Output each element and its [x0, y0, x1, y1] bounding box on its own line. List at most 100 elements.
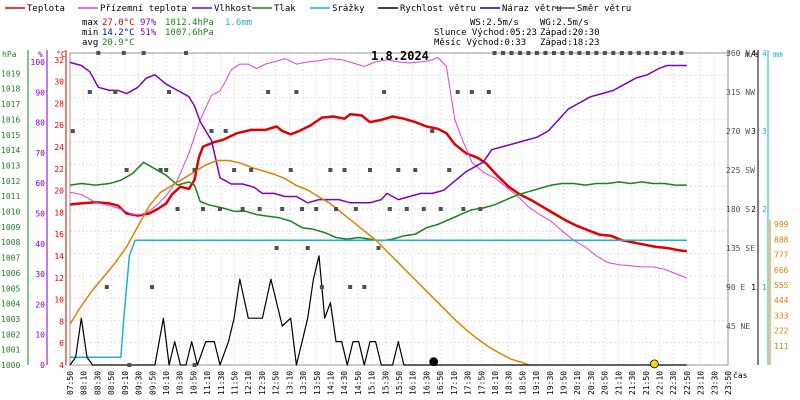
dir-tick-label: 360 N	[726, 49, 750, 58]
x-tick: 21:30	[628, 371, 637, 395]
sunset-marker	[649, 359, 659, 369]
x-tick: 08:50	[107, 371, 116, 395]
x-tick: 20:50	[601, 371, 610, 395]
legend-item: Rychlost větru	[400, 4, 476, 14]
wind-direction-point	[353, 207, 358, 211]
x-tick-label: 11:10	[203, 371, 212, 395]
x-tick: 17:50	[477, 371, 486, 395]
series-p-zemn-teplota	[69, 57, 688, 279]
pct-tick-label: 10	[35, 331, 45, 340]
temp-tick-label: 4	[59, 361, 64, 370]
solar-tick-label: 333	[774, 311, 789, 320]
wind-direction-point	[367, 168, 372, 172]
x-tick: 17:10	[450, 371, 459, 395]
pct-tick-label: 20	[35, 300, 45, 309]
x-tick-label: 18:10	[491, 371, 500, 395]
stat-min-temp: 14.2°C	[102, 28, 135, 38]
hpa-axis-label: hPa	[2, 50, 17, 59]
temp-tick-label: 26	[54, 121, 64, 130]
wind-direction-point	[628, 51, 633, 55]
x-tick: 15:50	[395, 371, 404, 395]
wind-direction-point	[517, 51, 522, 55]
mm-tick-label: 4	[762, 49, 767, 58]
wind-direction-point	[334, 207, 339, 211]
solar-tick-label: 222	[774, 327, 789, 336]
dir-tick-label: 225 SW	[726, 166, 755, 175]
series-layer	[69, 51, 688, 369]
stat-max-rain: 1.6mm	[225, 18, 252, 28]
x-tick-label: 13:50	[313, 371, 322, 395]
x-tick: 11:30	[217, 371, 226, 395]
hpa-tick-label: 1006	[1, 269, 20, 278]
x-tick: 20:30	[587, 371, 596, 395]
wind-direction-point	[121, 51, 126, 55]
x-tick-label: 19:50	[560, 371, 569, 395]
wind-direction-point	[636, 51, 641, 55]
wind-direction-point	[670, 51, 675, 55]
temp-tick-label: 16	[54, 230, 64, 239]
x-tick-label: 18:30	[505, 371, 514, 395]
stat-moon-set: Západ:18:23	[540, 38, 600, 48]
x-tick-label: 15:50	[395, 371, 404, 395]
wind-direction-point	[421, 207, 426, 211]
wind-direction-point	[266, 90, 271, 94]
wind-direction-point	[382, 90, 387, 94]
wind-direction-point	[150, 285, 155, 289]
series-solar	[69, 159, 529, 366]
pct-tick-label: 40	[35, 240, 45, 249]
hpa-tick-label: 1008	[1, 238, 20, 247]
series-teplota	[69, 113, 688, 253]
x-tick: 08:10	[80, 371, 89, 395]
wind-direction-point	[577, 51, 582, 55]
stats: max 27.0°C 97% 1012.4hPa 1.6mm min 14.2°C 51% 10…	[82, 18, 600, 48]
wind-direction-point	[70, 129, 75, 133]
x-tick: 18:50	[518, 371, 527, 395]
solar-tick-label: 888	[774, 235, 789, 244]
solar-tick-label: 444	[774, 296, 789, 305]
x-tick: 23:30	[710, 371, 719, 395]
chart-title: 1.8.2024	[371, 49, 429, 63]
temp-tick-label: 12	[54, 274, 64, 283]
left-axes: hPa% °C1000100110021003100410051006100710…	[1, 50, 67, 370]
x-tick-label: 18:50	[518, 371, 527, 395]
x-tick-label: 17:30	[464, 371, 473, 395]
wind-direction-point	[217, 207, 222, 211]
x-tick-label: 13:10	[285, 371, 294, 395]
wind-direction-point	[404, 207, 409, 211]
wind-direction-point	[602, 51, 607, 55]
wind-direction-point	[653, 51, 658, 55]
wind-direction-point	[164, 168, 169, 172]
wind-direction-point	[274, 246, 279, 250]
x-tick: 22:30	[669, 371, 678, 395]
x-tick-label: 23:30	[710, 371, 719, 395]
stat-sun-set: Západ:20:30	[540, 28, 600, 38]
hpa-tick-label: 1013	[1, 161, 20, 170]
hpa-tick-label: 1000	[1, 361, 20, 370]
x-tick-label: 12:30	[258, 371, 267, 395]
wind-direction-point	[396, 168, 401, 172]
wind-direction-point	[413, 168, 418, 172]
solar-tick-label: 111	[774, 342, 789, 351]
wind-direction-point	[492, 51, 497, 55]
x-tick: 14:30	[340, 371, 349, 395]
hpa-tick-label: 1016	[1, 115, 20, 124]
hpa-tick-label: 1010	[1, 208, 20, 217]
wind-direction-point	[113, 90, 118, 94]
legend-item: Směr větru	[577, 4, 631, 14]
solar-tick-label: 555	[774, 281, 789, 290]
wind-direction-point	[192, 168, 197, 172]
wind-direction-point	[240, 207, 245, 211]
solar-tick-label: 666	[774, 266, 789, 275]
dir-tick-label: 45 NE	[726, 322, 750, 331]
wind-direction-point	[87, 90, 92, 94]
pct-tick-label: 0	[40, 361, 45, 370]
wind-direction-point	[328, 168, 333, 172]
wind-direction-point	[478, 207, 483, 211]
x-tick-label: 14:50	[354, 371, 363, 395]
pct-tick-label: 70	[35, 149, 45, 158]
wind-direction-point	[305, 246, 310, 250]
x-tick: 17:30	[464, 371, 473, 395]
x-tick-label: 19:30	[546, 371, 555, 395]
x-tick-label: 17:10	[450, 371, 459, 395]
x-tick-label: 10:30	[176, 371, 185, 395]
